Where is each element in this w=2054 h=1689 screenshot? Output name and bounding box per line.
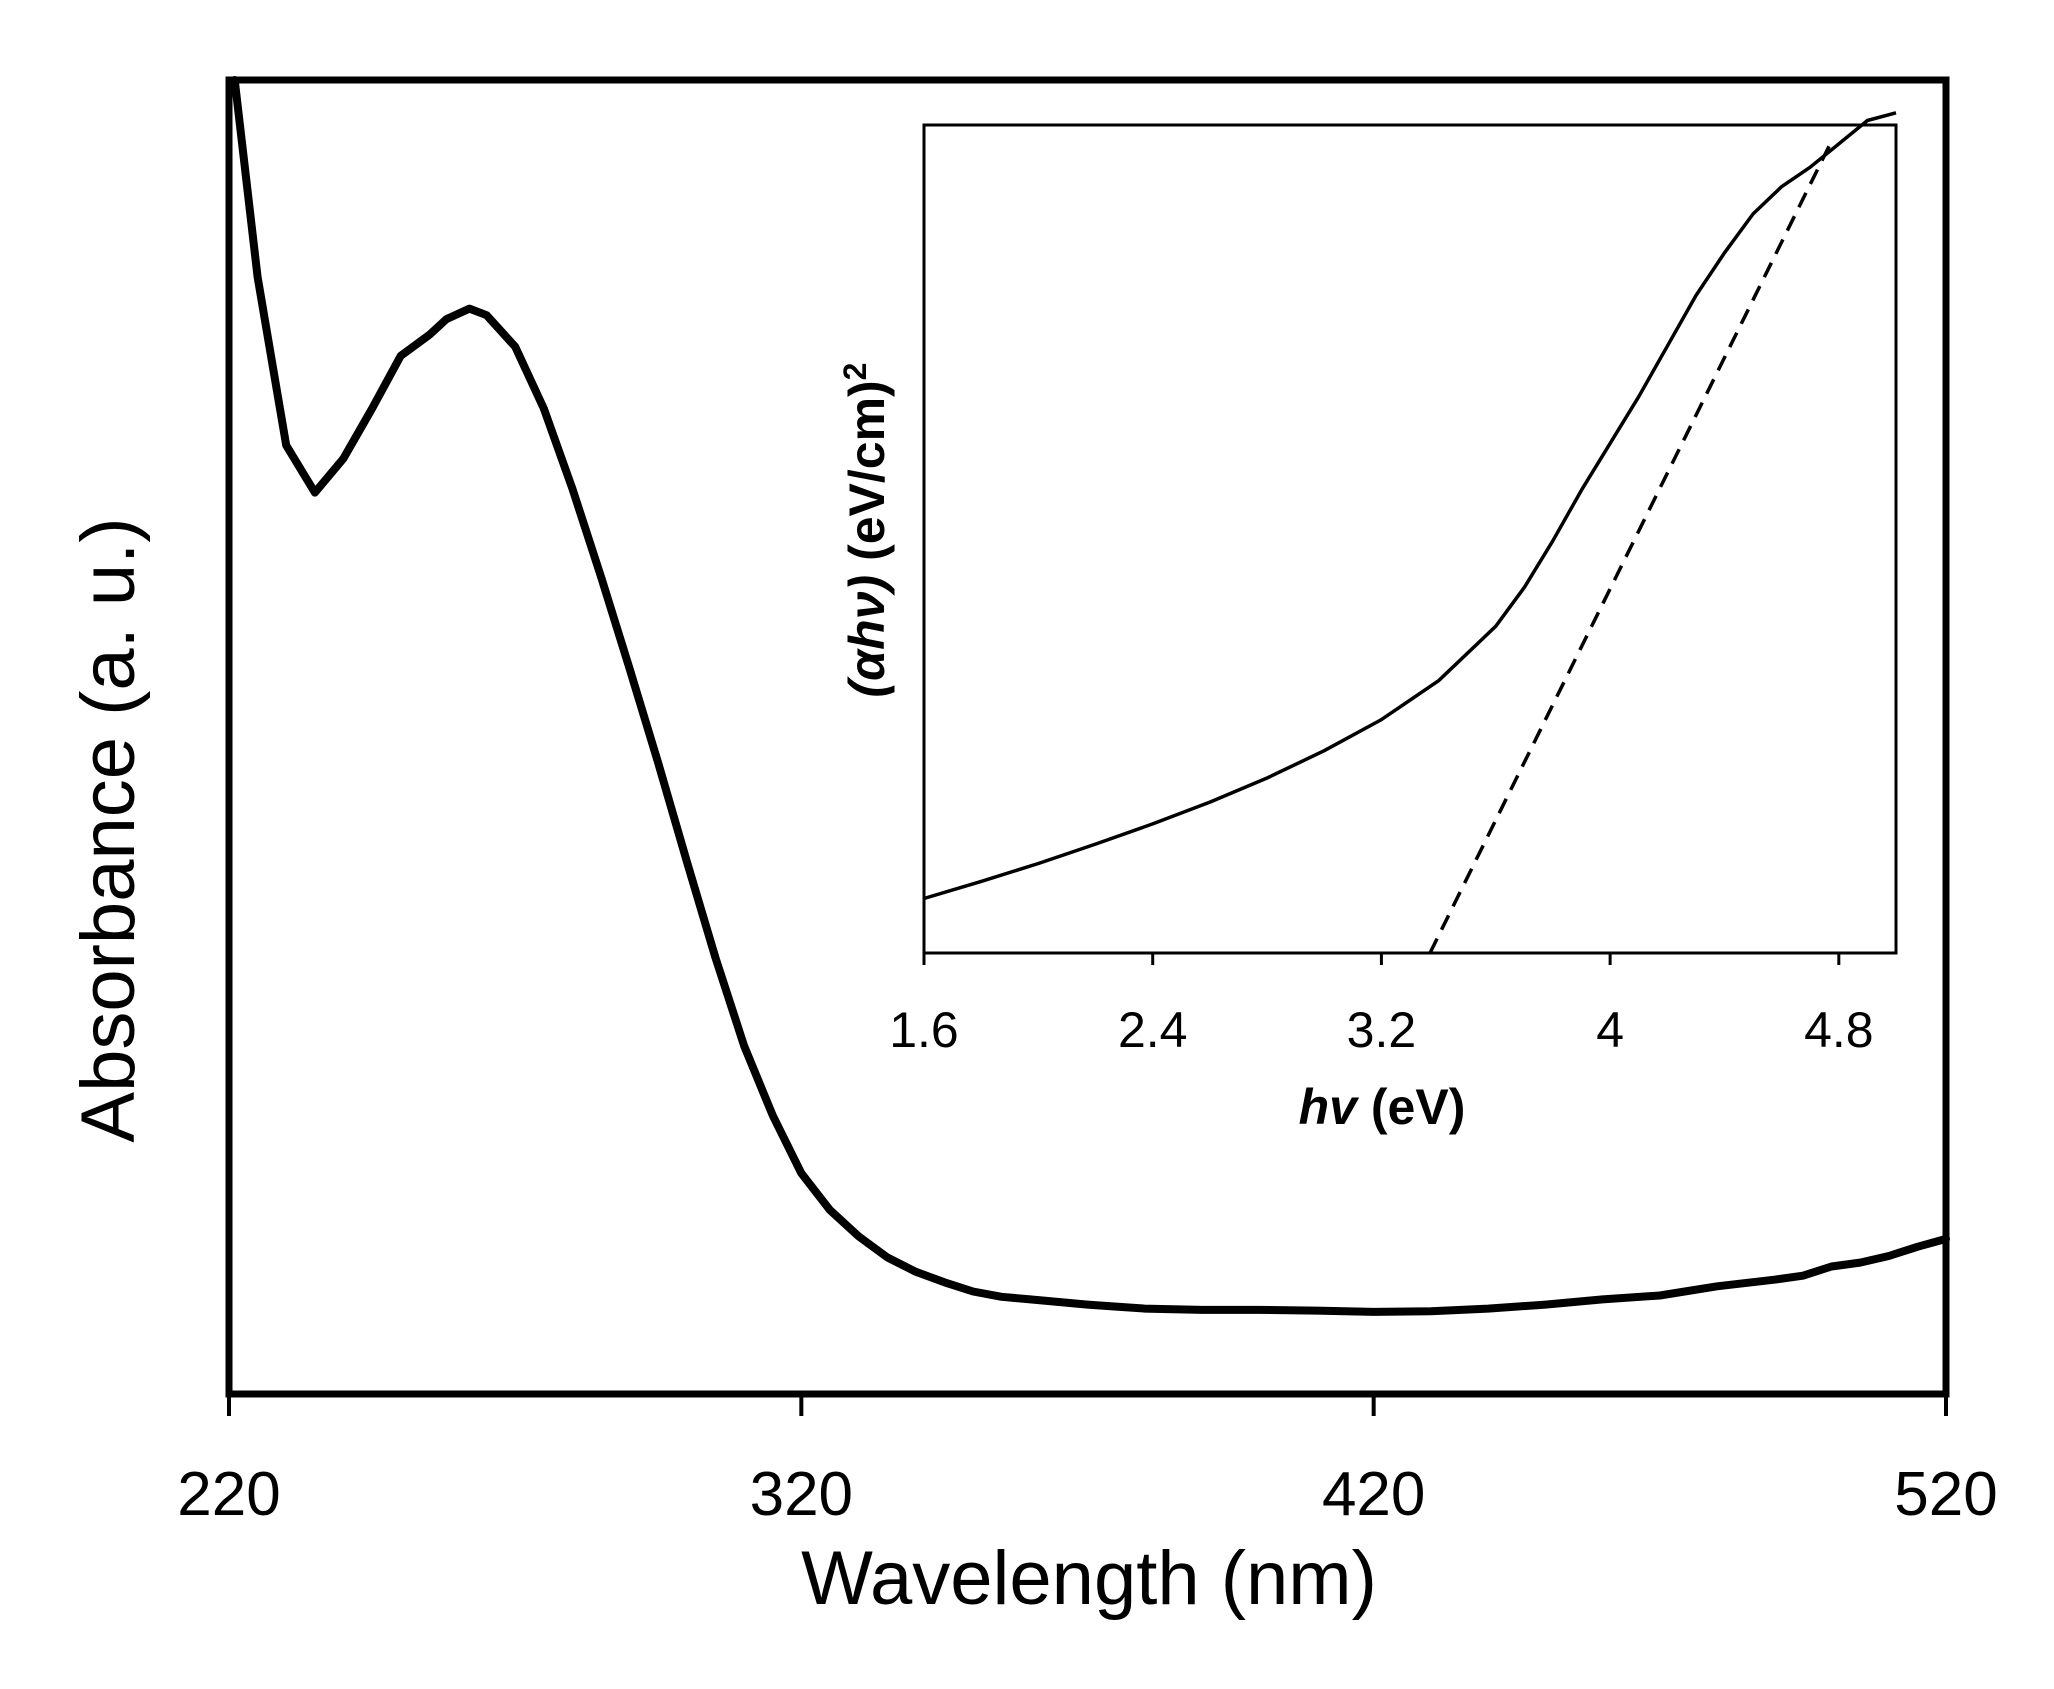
inset-x-tick-labels: 1.6 2.4 3.2 4 4.8 [889, 1002, 1873, 1058]
linear-fit-dashed-line [1428, 143, 1832, 954]
main-y-axis-label: Absorbance (a. u.) [66, 517, 151, 1142]
inset-x-tick-label: 1.6 [889, 1002, 959, 1058]
tauc-curve [923, 111, 1897, 901]
main-x-tick-labels: 220 320 420 520 [177, 1460, 1997, 1529]
main-plot-frame [225, 76, 1950, 1398]
inset-plot-frame [922, 123, 1898, 955]
main-x-tick-label: 520 [1894, 1460, 1997, 1529]
main-x-axis-label: Wavelength (nm) [801, 1536, 1377, 1621]
absorbance-curve [230, 76, 1950, 1316]
main-x-tick-label: 220 [177, 1460, 280, 1529]
inset-x-tick-label: 2.4 [1118, 1002, 1188, 1058]
main-chart: 220 320 420 520 Wavelength (nm) Absorbance … [66, 76, 1998, 1621]
inset-x-axis-label: hv (eV) [1299, 1079, 1466, 1135]
inset-x-ticks [922, 953, 1841, 965]
main-x-tick-label: 320 [750, 1460, 853, 1529]
inset-x-tick-label: 4.8 [1804, 1002, 1874, 1058]
inset-chart: 1.6 2.4 3.2 4 4.8 hv (eV) (αhν) (eV/cm)2 [837, 111, 1898, 1135]
inset-x-tick-label: 3.2 [1347, 1002, 1417, 1058]
main-x-tick-label: 420 [1322, 1460, 1425, 1529]
inset-x-tick-label: 4 [1596, 1002, 1624, 1058]
main-x-ticks [227, 1394, 1948, 1416]
inset-y-axis-label: (αhν) (eV/cm)2 [837, 363, 895, 698]
